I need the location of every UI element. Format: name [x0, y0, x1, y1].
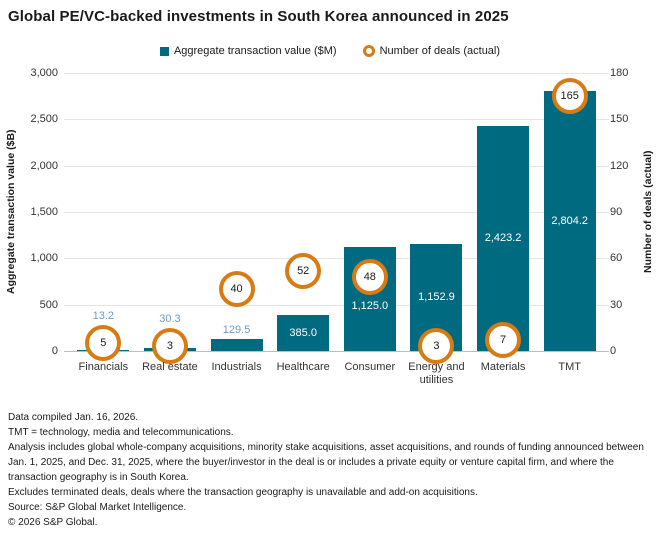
bar — [543, 91, 596, 351]
chart-title: Global PE/VC-backed investments in South… — [8, 8, 509, 25]
deal-count-badge: 48 — [351, 258, 388, 295]
right-axis-tick-label: 90 — [610, 206, 623, 218]
right-axis-tick-label: 120 — [610, 159, 629, 172]
bar-value-label: 385.0 — [289, 326, 317, 339]
deal-count-badge: 40 — [218, 271, 255, 308]
bar-value-label: 13.2 — [92, 310, 115, 323]
left-axis-tick-label: 2,000 — [30, 159, 58, 172]
deal-count-badge: 52 — [285, 252, 322, 289]
left-axis-tick-label: 2,500 — [30, 113, 58, 126]
deal-count-badge: 3 — [151, 328, 188, 365]
right-axis-tick-label: 180 — [610, 67, 629, 79]
gridline — [64, 165, 609, 167]
legend-label: Aggregate transaction value ($M) — [173, 45, 337, 57]
bar-value-label: 129.5 — [222, 323, 251, 336]
gridline — [64, 304, 609, 306]
left-axis-tick-label: 0 — [51, 345, 58, 357]
bar-value-label: 2,423.2 — [484, 232, 522, 245]
footnote-line: © 2026 S&P Global. — [8, 517, 98, 528]
category-label: Real estate — [142, 361, 198, 373]
deal-count-badge: 5 — [85, 325, 122, 362]
bar-value-label: 1,152.9 — [418, 291, 455, 304]
deal-count-badge: 165 — [551, 78, 588, 115]
category-label: Consumer — [344, 361, 396, 373]
right-axis-title: Number of deals (actual) — [642, 150, 654, 274]
footnote-line: Analysis includes global whole-company a… — [8, 442, 644, 483]
right-axis-tick-label: 60 — [610, 252, 623, 265]
deals-series-ring-icon — [362, 45, 375, 57]
category-label: Healthcare — [276, 361, 330, 373]
gridline — [64, 212, 609, 213]
gridline — [64, 73, 609, 74]
legend: Aggregate transaction value ($M) Number … — [0, 45, 660, 57]
footnotes: Data compiled Jan. 16, 2026. TMT = techn… — [8, 410, 656, 530]
category-label: Energy and utilities — [408, 361, 465, 386]
footnote-line: Source: S&P Global Market Intelligence. — [8, 502, 187, 513]
category-label: Financials — [78, 361, 129, 373]
footnote-line: Data compiled Jan. 16, 2026. — [8, 412, 139, 423]
left-axis-tick-label: 500 — [39, 298, 58, 311]
bar-value-label: 30.3 — [159, 313, 181, 326]
bar — [210, 338, 263, 351]
gridline — [64, 119, 609, 121]
deal-count-badge: 7 — [485, 322, 522, 359]
bar — [277, 315, 330, 351]
footnote-line: Excludes terminated deals, deals where t… — [8, 487, 478, 498]
left-axis-tick-label: 1,500 — [30, 206, 58, 218]
bar-value-label: 2,804.2 — [551, 214, 589, 227]
right-axis-tick-label: 150 — [610, 113, 629, 126]
category-label: Materials — [480, 361, 526, 373]
gridline — [64, 258, 609, 260]
category-label: Industrials — [211, 361, 262, 373]
category-label: TMT — [558, 361, 581, 373]
right-axis-tick-label: 0 — [610, 345, 617, 357]
bar — [477, 126, 530, 351]
left-axis-tick-label: 1,000 — [30, 252, 58, 265]
footnote-line: TMT = technology, media and telecommunic… — [8, 427, 234, 438]
gridline — [64, 351, 609, 352]
legend-item-number-of-deals: Number of deals (actual) — [362, 45, 501, 57]
deal-count-badge: 3 — [418, 328, 455, 365]
legend-label: Number of deals (actual) — [379, 45, 501, 57]
left-axis-title: Aggregate transaction value ($B) — [5, 129, 17, 295]
right-axis-tick-label: 30 — [610, 298, 623, 311]
legend-item-transaction-value: Aggregate transaction value ($M) — [159, 45, 337, 57]
left-axis-tick-label: 3,000 — [30, 67, 58, 79]
bar-series-square-icon — [159, 46, 169, 56]
bar-value-label: 1,125.0 — [351, 300, 389, 313]
